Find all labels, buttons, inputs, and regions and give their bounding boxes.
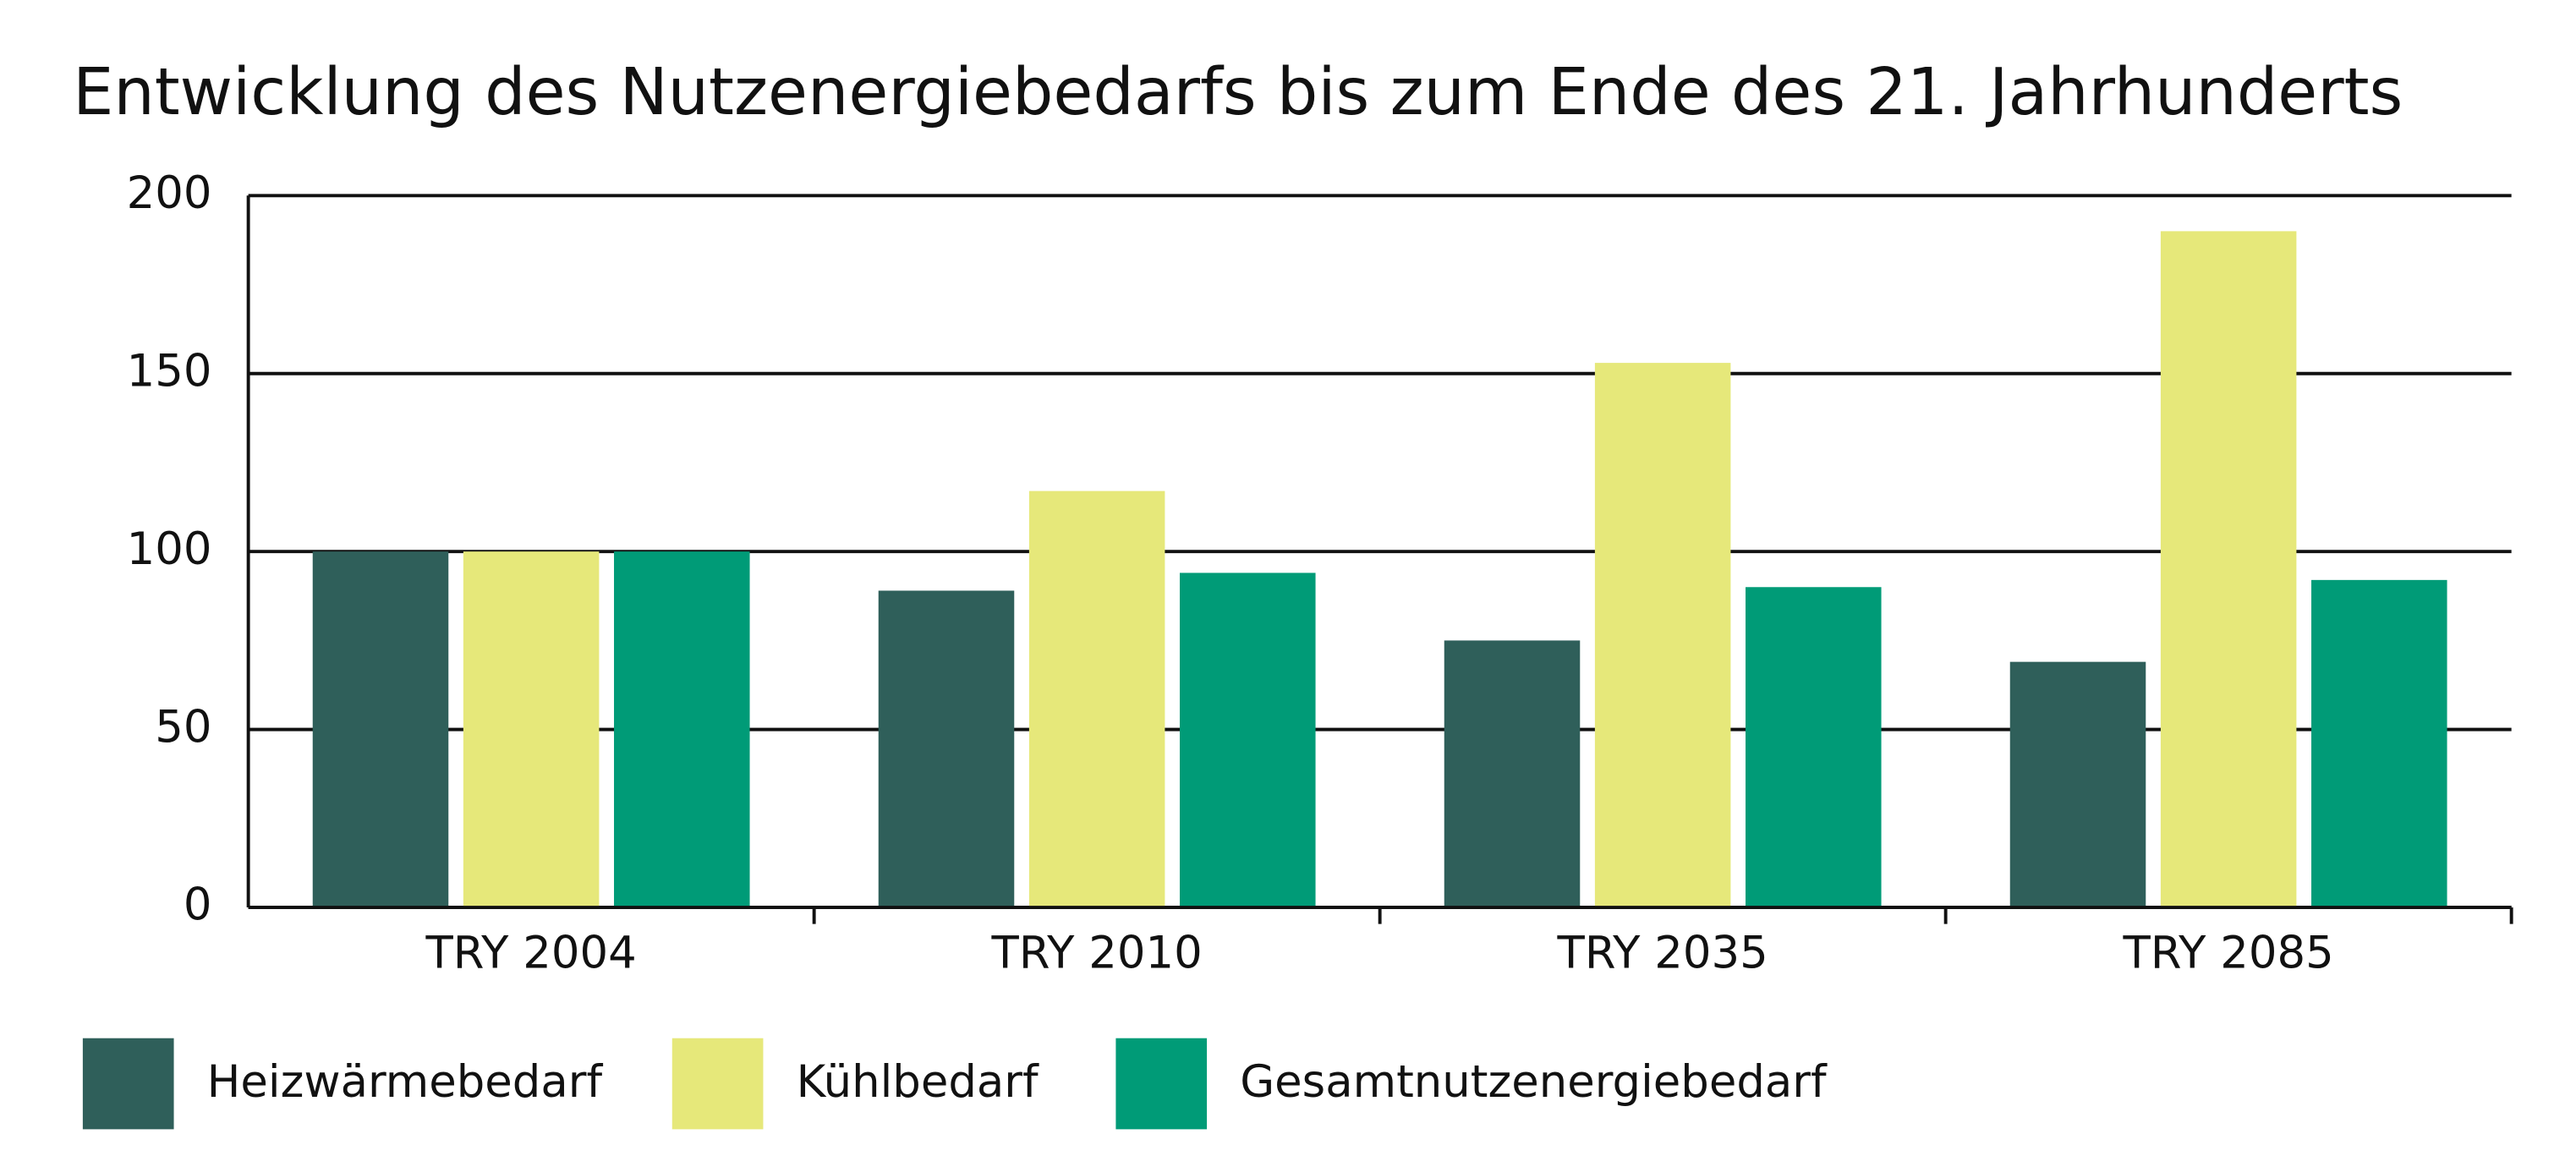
bar — [2311, 579, 2447, 908]
bar — [2009, 661, 2146, 908]
bar — [1594, 363, 1731, 908]
bar — [878, 590, 1015, 908]
bar — [1028, 490, 1165, 908]
y-tick-label: 200 — [127, 167, 212, 219]
chart-title: Entwicklung des Nutzenergiebedarfs bis z… — [73, 55, 2403, 130]
y-tick-label: 50 — [155, 701, 211, 753]
bar — [312, 551, 449, 908]
x-tick-label: TRY 2010 — [991, 927, 1203, 978]
bar — [1444, 640, 1581, 908]
legend-swatch — [82, 1038, 174, 1130]
y-tick-label: 150 — [127, 345, 212, 397]
bar — [1180, 573, 1316, 908]
legend-swatch — [1115, 1038, 1208, 1130]
bar — [463, 551, 600, 908]
x-tick-label: TRY 2004 — [425, 927, 637, 978]
bar — [2160, 231, 2297, 908]
legend-label: Kühlbedarf — [797, 1056, 1039, 1108]
bar — [614, 551, 750, 908]
legend-swatch — [671, 1038, 764, 1130]
x-tick-label: TRY 2035 — [1557, 927, 1768, 978]
y-tick-label: 100 — [127, 523, 212, 575]
legend-label: Heizwärmebedarf — [207, 1056, 604, 1108]
y-tick-label: 0 — [184, 879, 212, 931]
bar — [1746, 587, 1882, 908]
legend-label: Gesamtnutzenergiebedarf — [1240, 1056, 1828, 1108]
x-tick-label: TRY 2085 — [2123, 927, 2334, 978]
